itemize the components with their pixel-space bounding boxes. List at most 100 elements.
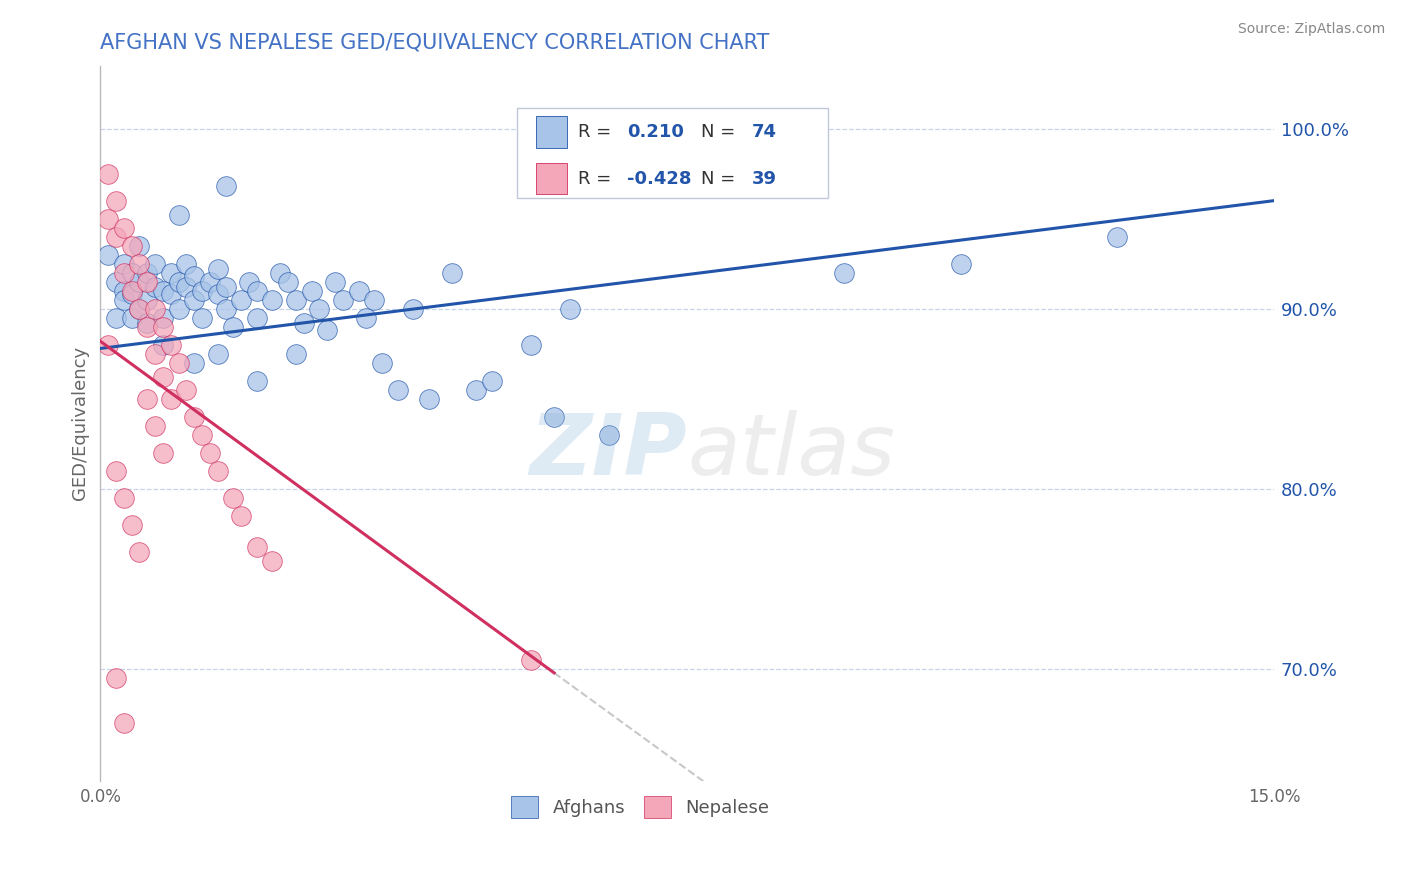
Point bbox=[97, 211, 120, 226]
Point bbox=[105, 464, 128, 478]
Point bbox=[183, 293, 205, 307]
Point bbox=[105, 275, 128, 289]
Point bbox=[301, 284, 323, 298]
Point bbox=[167, 275, 190, 289]
Point bbox=[105, 671, 128, 685]
Point bbox=[363, 293, 385, 307]
Point bbox=[112, 284, 135, 298]
Point bbox=[136, 266, 159, 280]
Point bbox=[246, 284, 269, 298]
Point bbox=[121, 284, 143, 298]
Point bbox=[143, 257, 166, 271]
Text: N =: N = bbox=[702, 169, 735, 187]
Point bbox=[543, 409, 565, 424]
Point bbox=[152, 338, 174, 352]
Point bbox=[292, 316, 315, 330]
Point bbox=[143, 347, 166, 361]
Point bbox=[183, 269, 205, 284]
Point bbox=[238, 275, 260, 289]
Point bbox=[105, 194, 128, 208]
Point bbox=[183, 356, 205, 370]
Point bbox=[121, 266, 143, 280]
Text: R =: R = bbox=[578, 169, 612, 187]
Text: 39: 39 bbox=[752, 169, 776, 187]
Point bbox=[105, 229, 128, 244]
Point bbox=[269, 266, 291, 280]
Point bbox=[387, 383, 409, 397]
Text: atlas: atlas bbox=[688, 410, 896, 493]
Point bbox=[105, 310, 128, 325]
Point bbox=[441, 266, 464, 280]
Point bbox=[198, 275, 221, 289]
Point bbox=[143, 301, 166, 316]
Point bbox=[598, 428, 620, 442]
Point bbox=[176, 383, 198, 397]
Point bbox=[214, 301, 236, 316]
Point bbox=[832, 266, 855, 280]
Point bbox=[152, 284, 174, 298]
Point bbox=[198, 446, 221, 460]
Text: 74: 74 bbox=[752, 123, 776, 141]
Point bbox=[128, 301, 150, 316]
Point bbox=[231, 293, 253, 307]
Point bbox=[112, 266, 135, 280]
Point bbox=[167, 208, 190, 222]
Point bbox=[316, 323, 339, 337]
Point bbox=[159, 287, 181, 301]
Point bbox=[464, 383, 486, 397]
Point bbox=[128, 257, 150, 271]
Point bbox=[558, 301, 581, 316]
Point bbox=[191, 284, 214, 298]
Point bbox=[262, 554, 284, 568]
Point bbox=[418, 392, 440, 406]
Point bbox=[167, 301, 190, 316]
FancyBboxPatch shape bbox=[517, 109, 828, 198]
Point bbox=[231, 509, 253, 524]
Point bbox=[183, 409, 205, 424]
Point bbox=[167, 356, 190, 370]
Point bbox=[214, 280, 236, 294]
Point bbox=[323, 275, 346, 289]
Text: AFGHAN VS NEPALESE GED/EQUIVALENCY CORRELATION CHART: AFGHAN VS NEPALESE GED/EQUIVALENCY CORRE… bbox=[100, 33, 769, 53]
Point bbox=[121, 518, 143, 533]
Point bbox=[121, 287, 143, 301]
Point bbox=[949, 257, 972, 271]
Point bbox=[159, 392, 181, 406]
Point bbox=[332, 293, 354, 307]
Point bbox=[176, 257, 198, 271]
Point bbox=[207, 262, 229, 277]
FancyBboxPatch shape bbox=[536, 163, 568, 194]
Point bbox=[1107, 229, 1129, 244]
Point bbox=[519, 338, 541, 352]
Point bbox=[136, 293, 159, 307]
Point bbox=[112, 716, 135, 731]
Point bbox=[152, 370, 174, 384]
Point bbox=[136, 392, 159, 406]
Point bbox=[143, 280, 166, 294]
Point bbox=[402, 301, 425, 316]
Point bbox=[246, 310, 269, 325]
Point bbox=[284, 347, 307, 361]
Point bbox=[481, 374, 503, 388]
Point bbox=[176, 280, 198, 294]
Point bbox=[121, 310, 143, 325]
Point bbox=[207, 347, 229, 361]
Text: -0.428: -0.428 bbox=[627, 169, 692, 187]
Point bbox=[136, 316, 159, 330]
Point bbox=[371, 356, 394, 370]
Point bbox=[191, 310, 214, 325]
Point bbox=[246, 540, 269, 554]
Point bbox=[152, 310, 174, 325]
Point bbox=[136, 319, 159, 334]
Text: R =: R = bbox=[578, 123, 612, 141]
Point bbox=[143, 419, 166, 434]
Point bbox=[347, 284, 370, 298]
Y-axis label: GED/Equivalency: GED/Equivalency bbox=[72, 346, 89, 500]
Point bbox=[277, 275, 299, 289]
Point bbox=[128, 275, 150, 289]
Point bbox=[128, 238, 150, 252]
Point bbox=[159, 338, 181, 352]
Point bbox=[222, 491, 245, 505]
Point bbox=[207, 464, 229, 478]
Point bbox=[112, 293, 135, 307]
